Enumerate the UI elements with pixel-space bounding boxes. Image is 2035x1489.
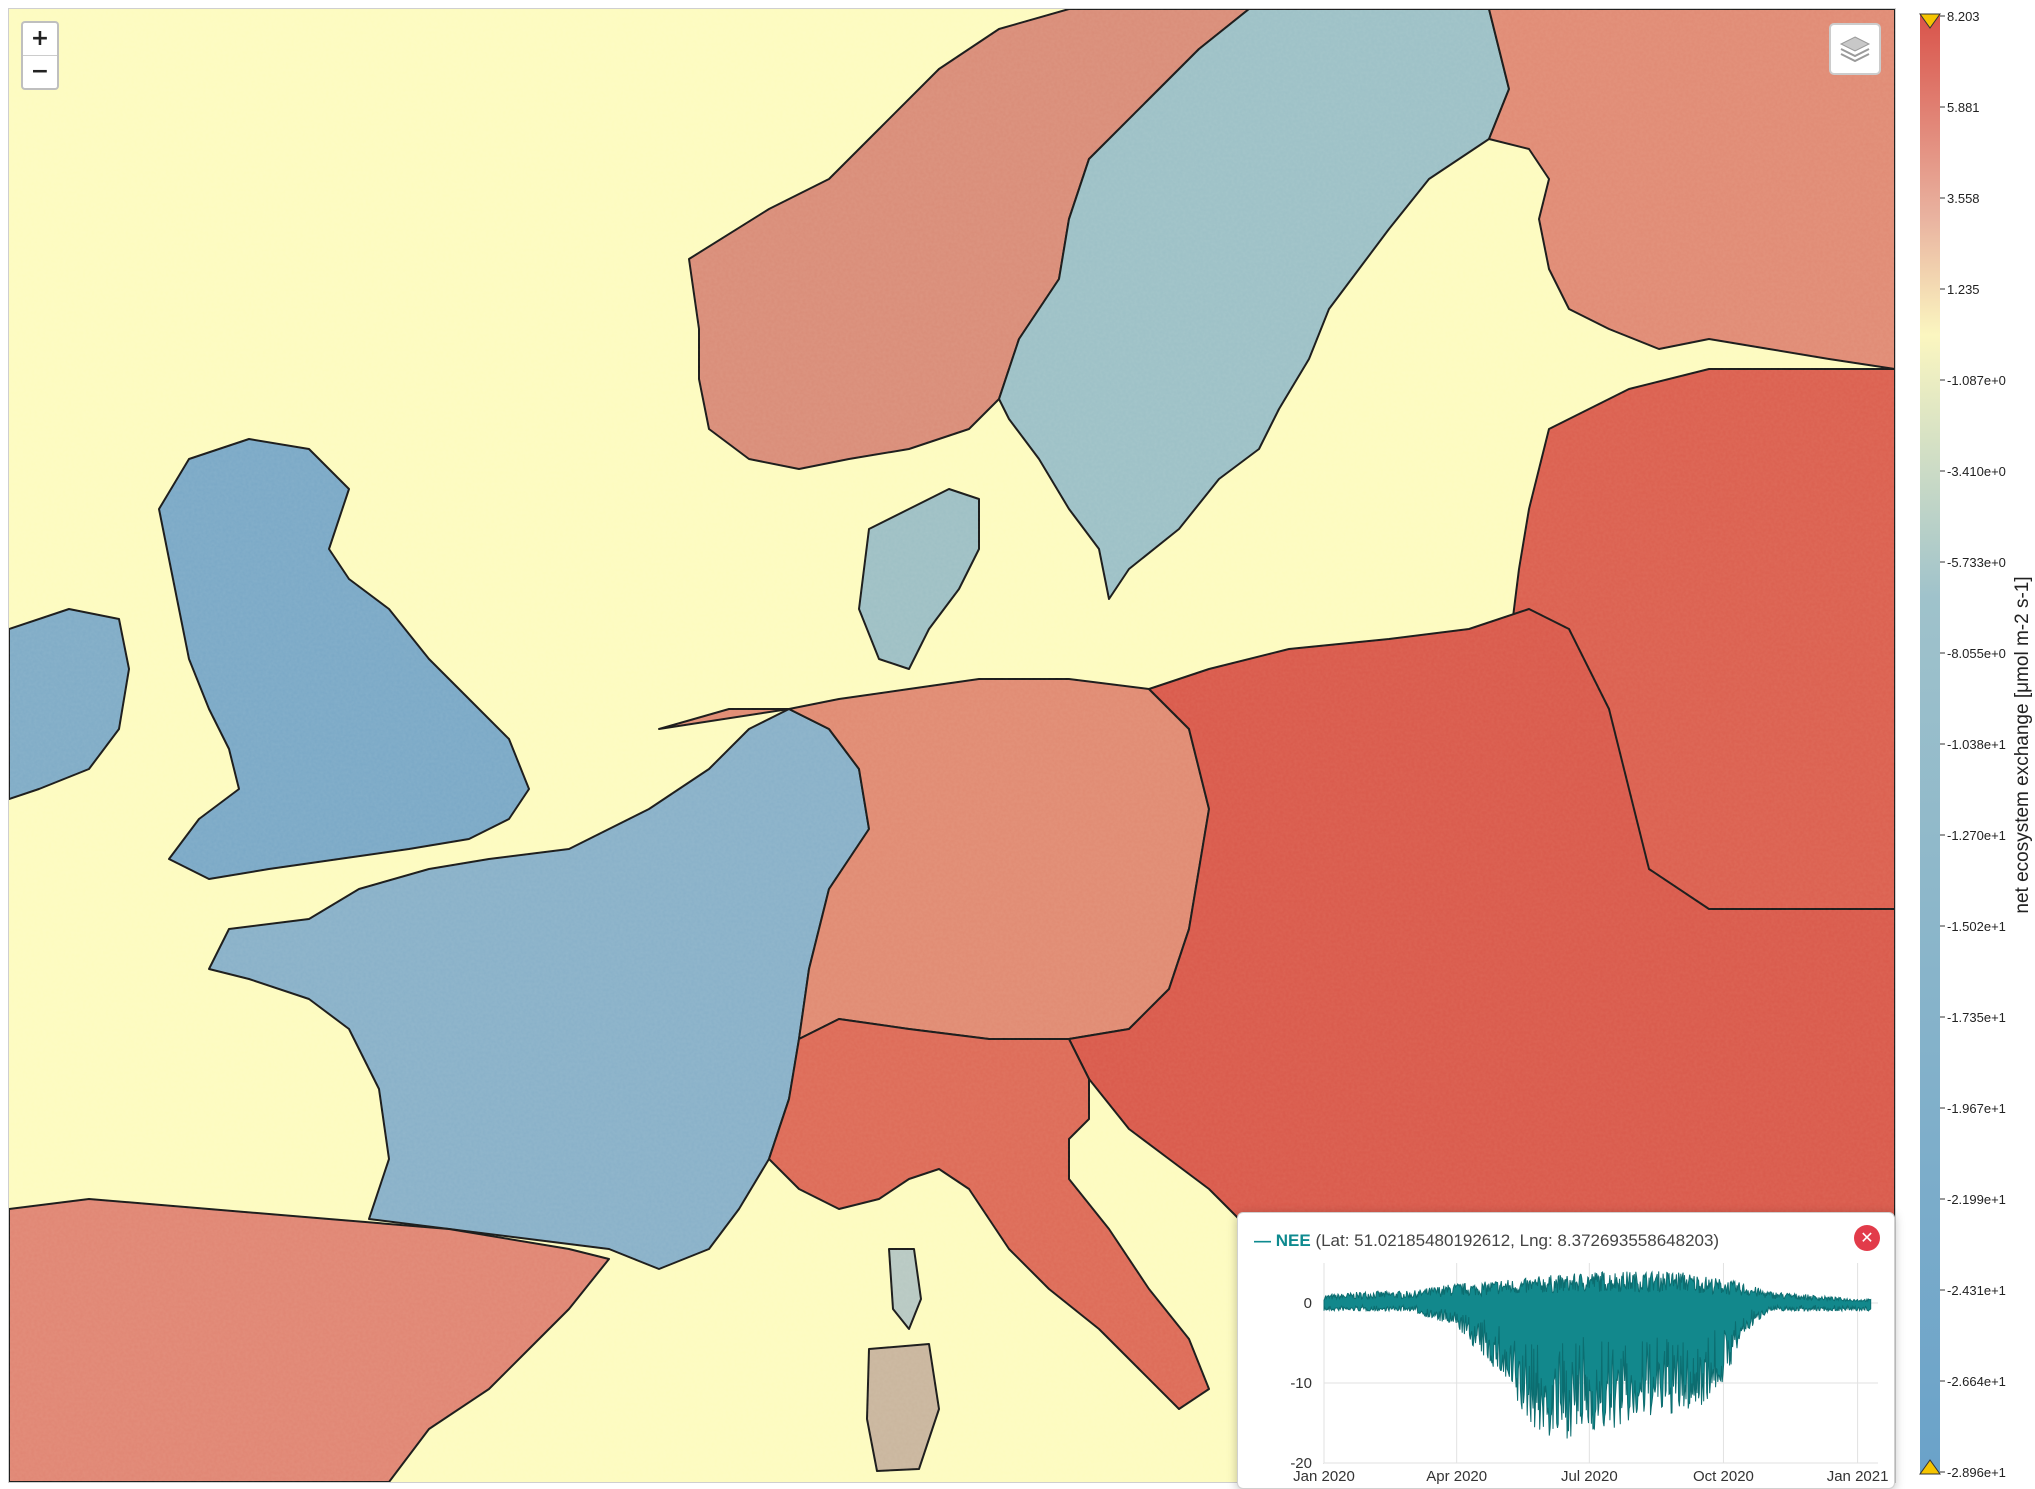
x-tick-label: Jan 2021 xyxy=(1827,1468,1889,1485)
colorbar-title: net ecosystem exchange [μmol m-2 s-1] xyxy=(2012,576,2033,913)
timeseries-popup: — NEE (Lat: 51.02185480192612, Lng: 8.37… xyxy=(1237,1212,1895,1489)
colorbar-tick-label: -1.038e+1 xyxy=(1947,737,2006,752)
popup-header: — NEE (Lat: 51.02185480192612, Lng: 8.37… xyxy=(1254,1231,1720,1250)
popup-coords: (Lat: 51.02185480192612, Lng: 8.37269355… xyxy=(1315,1231,1720,1250)
y-tick-label: -10 xyxy=(1290,1375,1312,1392)
colorbar-tick-label: -1.270e+1 xyxy=(1947,828,2006,843)
colorbar-tick-label: 1.235 xyxy=(1947,282,1980,297)
colorbar-gradient xyxy=(1920,14,1940,1474)
colorbar-tick-label: -2.431e+1 xyxy=(1947,1283,2006,1298)
colorbar-tick-label: -8.055e+0 xyxy=(1947,646,2006,661)
colorbar-tick-label: 3.558 xyxy=(1947,191,1980,206)
zoom-out-button[interactable]: − xyxy=(23,55,57,88)
layers-icon xyxy=(1839,36,1871,63)
colorbar-tick-label: -2.199e+1 xyxy=(1947,1192,2006,1207)
colorbar-tick-label: -1.087e+0 xyxy=(1947,373,2006,388)
colorbar-bottom-triangle xyxy=(1919,1459,1941,1475)
colorbar-top-triangle xyxy=(1919,13,1941,29)
y-tick-label: 0 xyxy=(1304,1295,1312,1312)
colorbar-tick-label: 8.203 xyxy=(1947,10,1980,24)
colorbar-legend: 8.203 5.881 3.558 1.235 -1.087e+0 -3.410e+0 -5… xyxy=(1918,10,2035,1480)
colorbar-tick-label: -1.502e+1 xyxy=(1947,919,2006,934)
zoom-control: + − xyxy=(21,21,59,90)
nee-series-area xyxy=(1323,1270,1872,1439)
x-tick-label: Apr 2020 xyxy=(1426,1468,1487,1485)
colorbar-tick-label: 5.881 xyxy=(1947,100,1980,115)
colorbar-tick-label: -5.733e+0 xyxy=(1947,555,2006,570)
close-icon[interactable]: ✕ xyxy=(1854,1225,1880,1251)
colorbar-tick-label: -3.410e+0 xyxy=(1947,464,2006,479)
colorbar-tick-label: -1.735e+1 xyxy=(1947,1010,2006,1025)
y-tick-label: -20 xyxy=(1290,1455,1312,1472)
x-tick-label: Jul 2020 xyxy=(1561,1468,1618,1485)
layers-button[interactable] xyxy=(1829,23,1881,75)
zoom-in-button[interactable]: + xyxy=(30,26,50,51)
x-tick-label: Oct 2020 xyxy=(1693,1468,1754,1485)
x-tick-label: Jan 2020 xyxy=(1293,1468,1355,1485)
colorbar-tick-label: -2.664e+1 xyxy=(1947,1374,2006,1389)
colorbar-tick-label: -1.967e+1 xyxy=(1947,1101,2006,1116)
series-name: NEE xyxy=(1275,1231,1311,1250)
colorbar-tick-label: -2.896e+1 xyxy=(1947,1465,2006,1480)
